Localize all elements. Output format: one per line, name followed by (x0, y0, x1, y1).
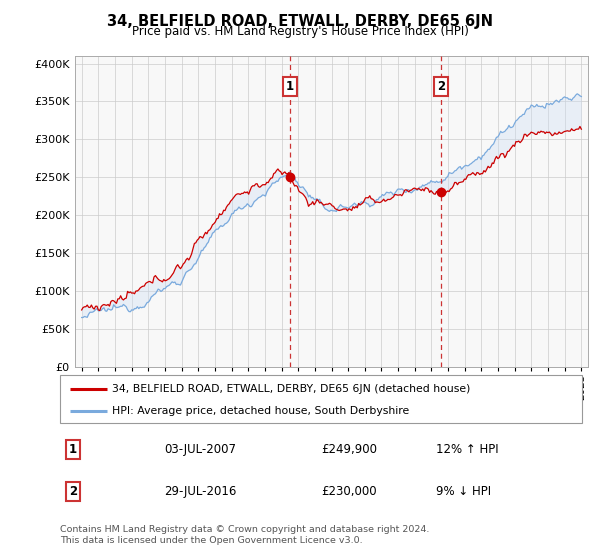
Text: 34, BELFIELD ROAD, ETWALL, DERBY, DE65 6JN: 34, BELFIELD ROAD, ETWALL, DERBY, DE65 6… (107, 14, 493, 29)
Text: 1: 1 (69, 443, 77, 456)
Text: 9% ↓ HPI: 9% ↓ HPI (436, 485, 491, 498)
Text: £249,900: £249,900 (321, 443, 377, 456)
Text: 2: 2 (437, 80, 445, 93)
Text: 29-JUL-2016: 29-JUL-2016 (164, 485, 237, 498)
Text: 1: 1 (286, 80, 294, 93)
Text: Price paid vs. HM Land Registry's House Price Index (HPI): Price paid vs. HM Land Registry's House … (131, 25, 469, 38)
Text: 2: 2 (69, 485, 77, 498)
Text: £230,000: £230,000 (321, 485, 377, 498)
FancyBboxPatch shape (60, 375, 582, 423)
Text: 12% ↑ HPI: 12% ↑ HPI (436, 443, 499, 456)
Text: 03-JUL-2007: 03-JUL-2007 (164, 443, 236, 456)
Text: Contains HM Land Registry data © Crown copyright and database right 2024.
This d: Contains HM Land Registry data © Crown c… (60, 525, 430, 545)
Text: HPI: Average price, detached house, South Derbyshire: HPI: Average price, detached house, Sout… (112, 406, 409, 416)
Text: 34, BELFIELD ROAD, ETWALL, DERBY, DE65 6JN (detached house): 34, BELFIELD ROAD, ETWALL, DERBY, DE65 6… (112, 384, 470, 394)
